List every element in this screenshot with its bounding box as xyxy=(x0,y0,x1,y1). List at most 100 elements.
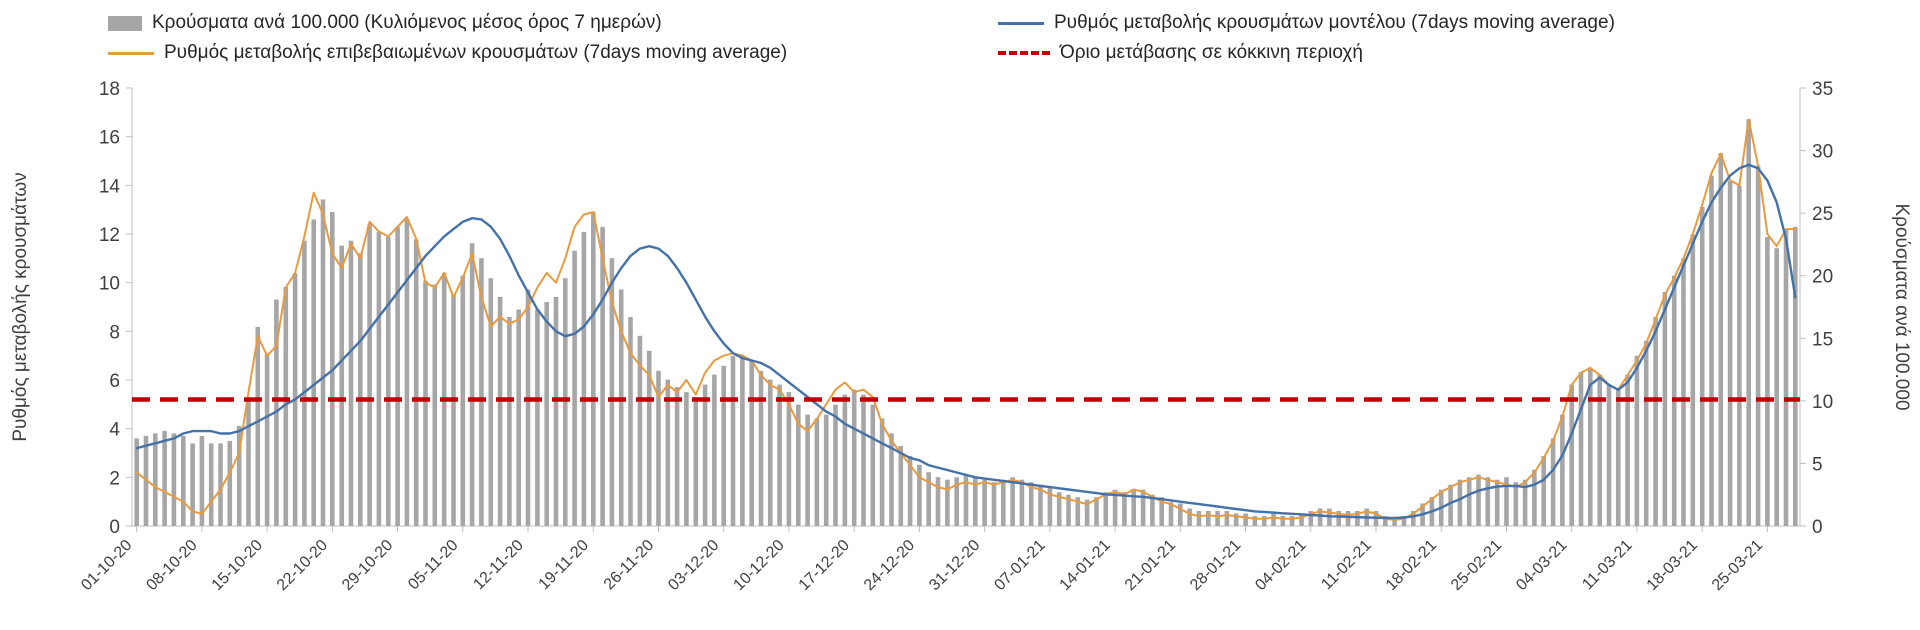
bar xyxy=(898,445,904,526)
x-tick-label: 29-10-20 xyxy=(339,537,396,594)
bar xyxy=(982,479,987,526)
bar xyxy=(563,278,568,526)
bar xyxy=(954,477,959,526)
bar xyxy=(1280,516,1286,526)
y-left-tick-label: 10 xyxy=(99,274,120,295)
x-tick-label: 08-10-20 xyxy=(143,537,200,594)
y-left-tick-label: 0 xyxy=(109,517,120,538)
bar xyxy=(236,425,242,526)
bar xyxy=(879,418,885,526)
x-tick-label: 04-02-21 xyxy=(1252,537,1309,594)
bar xyxy=(1392,518,1397,526)
bar xyxy=(497,297,503,526)
y-left-tick-label: 2 xyxy=(109,468,120,489)
bar xyxy=(618,289,624,526)
legend-item-model: Ρυθμός μεταβολής κρουσμάτων μοντέλου (7d… xyxy=(998,12,1920,34)
bar xyxy=(1727,180,1733,526)
bar xyxy=(963,474,969,526)
bar xyxy=(1746,119,1751,527)
bar xyxy=(1122,492,1127,526)
bar xyxy=(1019,479,1025,526)
legend-label-bars: Κρούσματα ανά 100.000 (Κυλιόμενος μέσος … xyxy=(152,12,662,33)
bar xyxy=(1299,513,1304,526)
bar xyxy=(1010,477,1015,526)
bar xyxy=(1224,511,1230,526)
legend-row-2: Ρυθμός μεταβολής επιβεβαιωμένων κρουσμάτ… xyxy=(108,38,1920,68)
bar xyxy=(153,433,158,526)
x-tick-label: 25-03-21 xyxy=(1709,537,1766,594)
bar xyxy=(488,278,494,526)
bar xyxy=(1606,384,1612,526)
legend: Κρούσματα ανά 100.000 (Κυλιόμενος μέσος … xyxy=(0,0,1920,68)
bar xyxy=(348,240,354,526)
bar xyxy=(1578,372,1584,526)
bar-swatch-icon xyxy=(108,15,142,31)
y-right-tick-label: 15 xyxy=(1812,329,1833,350)
bar xyxy=(208,443,214,526)
bar xyxy=(1131,489,1136,526)
bar xyxy=(171,433,177,526)
bar xyxy=(1625,374,1630,526)
legend-item-confirmed: Ρυθμός μεταβολής επιβεβαιωμένων κρουσμάτ… xyxy=(108,42,998,64)
bar xyxy=(1494,479,1500,526)
bar xyxy=(525,289,531,526)
bar xyxy=(656,370,661,526)
bar xyxy=(1401,516,1407,526)
x-tick-label: 18-03-21 xyxy=(1644,537,1701,594)
bar xyxy=(572,250,577,526)
bar xyxy=(1178,503,1183,526)
bar xyxy=(823,414,829,526)
x-tick-label: 19-11-20 xyxy=(536,537,593,594)
bar xyxy=(935,477,941,526)
bar xyxy=(1243,513,1248,526)
bar xyxy=(842,394,848,526)
bar xyxy=(1187,508,1192,526)
y-left-tick-label: 18 xyxy=(99,79,120,100)
bar xyxy=(358,253,363,526)
bar xyxy=(535,309,540,526)
bar xyxy=(264,353,270,526)
y-left-tick-label: 6 xyxy=(109,371,120,392)
bar xyxy=(1793,226,1798,526)
x-tick-label: 12-11-20 xyxy=(470,537,527,594)
bar xyxy=(1662,292,1668,526)
y-right-tick-label: 0 xyxy=(1812,517,1823,538)
bar xyxy=(1308,511,1314,526)
bar xyxy=(544,302,549,526)
bar xyxy=(973,477,978,526)
legend-label-confirmed: Ρυθμός μεταβολής επιβεβαιωμένων κρουσμάτ… xyxy=(164,42,788,63)
bar xyxy=(991,482,997,526)
bar xyxy=(479,258,484,526)
model-line xyxy=(135,163,1797,520)
bar xyxy=(628,317,633,526)
legend-item-bars: Κρούσματα ανά 100.000 (Κυλιόμενος μέσος … xyxy=(108,12,998,34)
x-tick-label: 07-01-21 xyxy=(991,537,1048,594)
right-axis-title: Κρούσματα ανά 100.000 xyxy=(1891,203,1912,410)
x-tick-label: 11-02-21 xyxy=(1318,537,1375,594)
bar xyxy=(413,239,419,526)
bar xyxy=(460,275,466,526)
bar xyxy=(1457,479,1463,526)
bar xyxy=(1075,497,1081,526)
bar xyxy=(740,355,745,526)
bar xyxy=(181,435,186,526)
bar xyxy=(1001,479,1006,526)
bar xyxy=(1159,497,1164,526)
bar xyxy=(646,350,652,526)
bar xyxy=(1252,516,1258,526)
x-tick-label: 03-12-20 xyxy=(665,537,722,594)
bar xyxy=(1084,499,1090,526)
bar xyxy=(1215,511,1220,526)
y-right-tick-label: 25 xyxy=(1812,204,1833,225)
bar xyxy=(1345,511,1351,526)
bar xyxy=(1616,389,1621,526)
bar xyxy=(1522,479,1528,526)
bar xyxy=(907,455,913,526)
bar xyxy=(861,394,866,526)
bar xyxy=(1466,477,1472,526)
bar xyxy=(227,440,233,526)
bar xyxy=(1643,340,1649,526)
bar xyxy=(851,389,857,526)
bar xyxy=(1588,368,1593,526)
y-right-tick-label: 10 xyxy=(1812,392,1833,413)
